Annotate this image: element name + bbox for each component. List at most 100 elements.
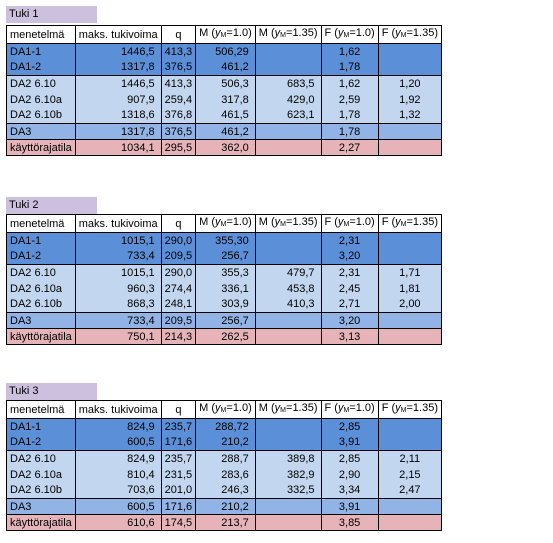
table-row: käyttörajatila 750,1 214,3 262,5 3,13 — [6, 328, 443, 345]
cell-method: DA2 6.10 — [6, 75, 76, 92]
cell-m-1-0: 210,2 — [195, 498, 256, 515]
cell-max-force: 824,9 — [74, 418, 162, 435]
cell-f-1-0: 2,71 — [320, 296, 379, 313]
cell-m-1-35: 410,3 — [254, 296, 322, 313]
header-method: menetelmä — [6, 400, 76, 419]
cell-f-1-35: 1,81 — [377, 280, 443, 297]
cell-max-force: 1317,8 — [74, 123, 162, 140]
cell-m-1-0: 336,1 — [195, 280, 256, 297]
cell-m-1-35: 683,5 — [254, 75, 322, 92]
cell-m-1-0: 461,5 — [195, 107, 256, 124]
cell-method: DA1-1 — [6, 43, 76, 60]
cell-m-1-0: 461,2 — [195, 59, 256, 76]
cell-m-1-35: 453,8 — [254, 280, 322, 297]
cell-q: 209,5 — [160, 312, 197, 329]
table-row: DA3 1317,8 376,5 461,2 1,78 — [6, 123, 443, 140]
table-row: DA2 6.10a 907,9 259,4 317,8 429,0 2,59 1,92 — [6, 91, 443, 108]
table-row: DA3 600,5 171,6 210,2 3,91 — [6, 498, 443, 515]
cell-max-force: 1318,6 — [74, 107, 162, 124]
cell-m-1-35: 479,7 — [254, 264, 322, 281]
cell-m-1-0: 362,0 — [195, 139, 256, 156]
cell-m-1-35: 382,9 — [254, 466, 322, 483]
cell-method: DA1-2 — [6, 434, 76, 451]
cell-q: 376,5 — [160, 59, 197, 76]
table-row: DA1-1 1015,1 290,0 355,30 2,31 — [6, 232, 443, 249]
cell-m-1-35: 332,5 — [254, 482, 322, 499]
cell-f-1-0: 3,13 — [320, 328, 379, 345]
cell-f-1-35 — [377, 418, 443, 435]
cell-m-1-0: 283,6 — [195, 466, 256, 483]
cell-q: 235,7 — [160, 418, 197, 435]
cell-f-1-35 — [377, 498, 443, 515]
cell-m-1-35 — [254, 418, 322, 435]
table-row: DA2 6.10b 1318,6 376,8 461,5 623,1 1,78 1,32 — [6, 107, 443, 124]
header-f-1-0: F (yM=1.0) — [320, 25, 379, 44]
header-max-force: maks. tukivoima — [74, 214, 162, 233]
table-row: DA2 6.10b 868,3 248,1 303,9 410,3 2,71 2,00 — [6, 296, 443, 313]
header-m-1-0: M (yM=1.0) — [195, 25, 256, 44]
cell-m-1-35 — [254, 59, 322, 76]
cell-q: 295,5 — [160, 139, 197, 156]
cell-max-force: 703,6 — [74, 482, 162, 499]
cell-m-1-35 — [254, 328, 322, 345]
cell-q: 376,5 — [160, 123, 197, 140]
cell-f-1-0: 2,45 — [320, 280, 379, 297]
cell-q: 201,0 — [160, 482, 197, 499]
table-header-row: menetelmä maks. tukivoima q M (yM=1.0) M (yM… — [6, 400, 443, 419]
header-m-1-35: M (yM=1.35) — [254, 400, 322, 419]
cell-f-1-35: 2,47 — [377, 482, 443, 499]
cell-q: 290,0 — [160, 264, 197, 281]
cell-f-1-0: 1,78 — [320, 107, 379, 124]
cell-m-1-35: 623,1 — [254, 107, 322, 124]
table-row: DA2 6.10b 703,6 201,0 246,3 332,5 3,34 2,47 — [6, 482, 443, 499]
header-f-1-0: F (yM=1.0) — [320, 400, 379, 419]
table-row: DA1-1 824,9 235,7 288,72 2,85 — [6, 418, 443, 435]
cell-f-1-35: 2,00 — [377, 296, 443, 313]
table-row: DA3 733,4 209,5 256,7 3,20 — [6, 312, 443, 329]
cell-method: DA2 6.10b — [6, 107, 76, 124]
cell-f-1-35: 2,15 — [377, 466, 443, 483]
cell-q: 290,0 — [160, 232, 197, 249]
cell-m-1-35 — [254, 248, 322, 265]
cell-method: DA2 6.10a — [6, 466, 76, 483]
table-title: Tuki 1 — [6, 6, 97, 23]
cell-max-force: 868,3 — [74, 296, 162, 313]
cell-m-1-35 — [254, 123, 322, 140]
cell-max-force: 600,5 — [74, 498, 162, 515]
cell-method: DA2 6.10a — [6, 280, 76, 297]
table-header-row: menetelmä maks. tukivoima q M (yM=1.0) M (yM… — [6, 214, 443, 233]
cell-m-1-0: 256,7 — [195, 312, 256, 329]
cell-max-force: 610,6 — [74, 514, 162, 531]
cell-m-1-0: 288,7 — [195, 450, 256, 467]
cell-f-1-35: 1,32 — [377, 107, 443, 124]
cell-m-1-35 — [254, 514, 322, 531]
cell-max-force: 1446,5 — [74, 43, 162, 60]
header-q: q — [160, 400, 197, 419]
cell-f-1-35: 1,92 — [377, 91, 443, 108]
header-f-1-35: F (yM=1.35) — [377, 25, 443, 44]
table-row: DA1-2 600,5 171,6 210,2 3,91 — [6, 434, 443, 451]
cell-method: DA2 6.10 — [6, 264, 76, 281]
cell-method: käyttörajatila — [6, 514, 76, 531]
header-f-1-35: F (yM=1.35) — [377, 214, 443, 233]
cell-q: 274,4 — [160, 280, 197, 297]
table-title: Tuki 3 — [6, 383, 97, 400]
cell-f-1-0: 2,27 — [320, 139, 379, 156]
header-f-1-0: F (yM=1.0) — [320, 214, 379, 233]
cell-f-1-35: 2,11 — [377, 450, 443, 467]
cell-f-1-35 — [377, 232, 443, 249]
header-method: menetelmä — [6, 25, 76, 44]
cell-f-1-35 — [377, 514, 443, 531]
cell-m-1-0: 256,7 — [195, 248, 256, 265]
cell-m-1-35: 429,0 — [254, 91, 322, 108]
cell-q: 214,3 — [160, 328, 197, 345]
cell-max-force: 824,9 — [74, 450, 162, 467]
header-m-1-0: M (yM=1.0) — [195, 400, 256, 419]
cell-q: 248,1 — [160, 296, 197, 313]
cell-f-1-0: 2,31 — [320, 264, 379, 281]
header-method: menetelmä — [6, 214, 76, 233]
cell-f-1-0: 1,62 — [320, 75, 379, 92]
table-row: DA2 6.10 1015,1 290,0 355,3 479,7 2,31 1,71 — [6, 264, 443, 281]
cell-m-1-0: 317,8 — [195, 91, 256, 108]
cell-f-1-0: 1,78 — [320, 59, 379, 76]
